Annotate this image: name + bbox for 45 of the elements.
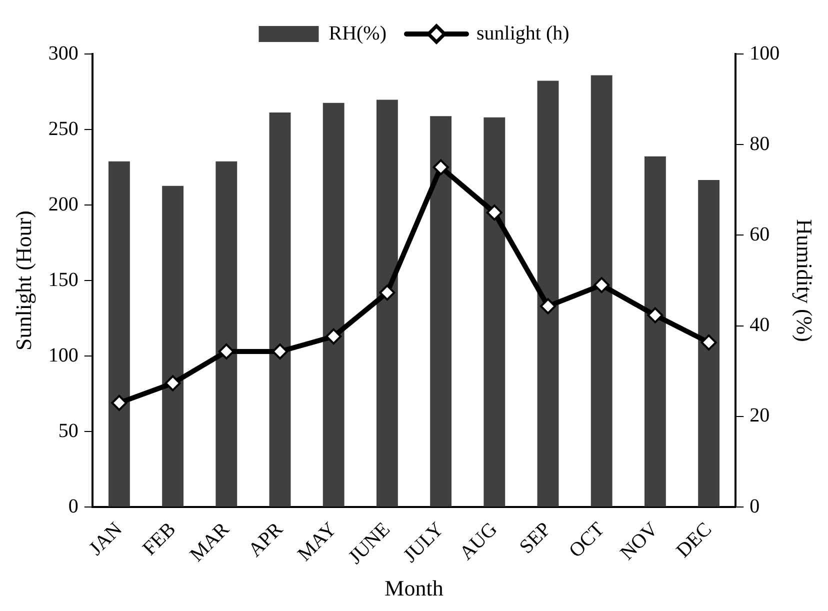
y-tick-label: 0 [68, 495, 78, 518]
y-axis-title: Sunlight (Hour) [10, 210, 36, 351]
y-tick-label: 300 [48, 42, 78, 64]
bar [590, 75, 612, 507]
bar [484, 117, 506, 507]
y2-tick-label: 20 [750, 404, 770, 427]
point [540, 298, 556, 314]
bar [269, 112, 291, 507]
y2-tick-label: 80 [750, 132, 770, 155]
point [326, 328, 342, 344]
point [432, 159, 449, 176]
bar [430, 116, 452, 507]
x-tick-label: FEB [138, 518, 180, 560]
y-tick-label: 100 [48, 344, 78, 366]
bar [322, 102, 344, 507]
legend-label: sunlight (h) [476, 22, 570, 44]
x-tick-label: SEP [515, 518, 556, 558]
point [486, 204, 502, 221]
y2-tick-label: 100 [750, 42, 780, 64]
bar [537, 80, 559, 507]
y2-tick-label: 40 [750, 314, 770, 336]
bar [216, 161, 238, 507]
bar [162, 186, 184, 507]
bar [644, 156, 666, 507]
legend-label: RH(%) [328, 22, 386, 44]
y-tick-label: 150 [48, 268, 78, 291]
point [218, 344, 234, 360]
x-tick-label: APR [244, 518, 288, 562]
y-tick-label: 250 [48, 118, 78, 140]
bar [108, 161, 130, 507]
point [379, 284, 396, 301]
bar [376, 100, 398, 507]
y2-tick-label: 60 [750, 223, 770, 246]
y-tick-label: 200 [48, 193, 78, 216]
point [111, 394, 128, 411]
point [164, 375, 181, 392]
point [647, 307, 664, 324]
point [594, 277, 610, 294]
x-axis-title: Month [384, 576, 444, 601]
y2-tick-label: 0 [750, 495, 760, 518]
y2-axis-title: Humidity (%) [792, 219, 818, 342]
y-tick-label: 50 [58, 420, 78, 442]
point [700, 334, 717, 350]
bar [698, 180, 720, 507]
point [272, 344, 288, 360]
